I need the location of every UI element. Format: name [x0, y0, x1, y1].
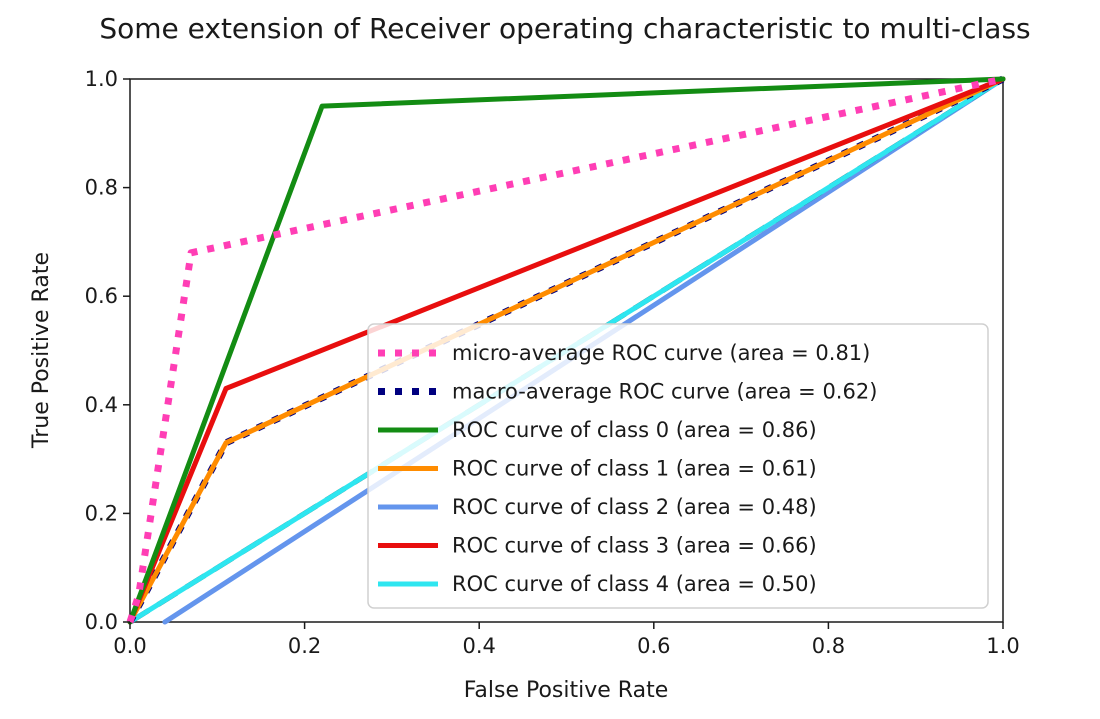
- y-axis-label: True Positive Rate: [29, 252, 54, 449]
- legend-label: micro-average ROC curve (area = 0.81): [452, 341, 870, 365]
- y-tick-label: 0.4: [85, 393, 118, 417]
- legend-label: macro-average ROC curve (area = 0.62): [452, 380, 877, 404]
- y-axis-ticks: 0.0 0.2 0.4 0.6 0.8 1.0: [85, 67, 130, 634]
- x-axis-label: False Positive Rate: [464, 678, 668, 703]
- y-tick-label: 0.2: [85, 501, 118, 525]
- legend-label: ROC curve of class 1 (area = 0.61): [452, 457, 817, 481]
- series-class-0: [127, 76, 1006, 625]
- y-tick-label: 0.0: [85, 610, 118, 634]
- legend-label: ROC curve of class 4 (area = 0.50): [452, 572, 817, 596]
- x-tick-label: 0.2: [288, 634, 321, 658]
- x-tick-label: 0.0: [113, 634, 146, 658]
- x-tick-label: 0.6: [637, 634, 670, 658]
- legend: micro-average ROC curve (area = 0.81) mac…: [367, 323, 989, 609]
- legend-label: ROC curve of class 2 (area = 0.48): [452, 495, 817, 519]
- legend-items: micro-average ROC curve (area = 0.81) mac…: [378, 341, 877, 596]
- x-tick-label: 0.4: [462, 634, 495, 658]
- series-class-1: [127, 76, 1006, 625]
- legend-label: ROC curve of class 3 (area = 0.66): [452, 534, 817, 558]
- y-tick-label: 1.0: [85, 67, 118, 91]
- x-axis-ticks: 0.0 0.2 0.4 0.6 0.8 1.0: [113, 622, 1020, 658]
- x-tick-label: 1.0: [986, 634, 1019, 658]
- legend-box: [367, 323, 989, 609]
- y-tick-label: 0.6: [85, 284, 118, 308]
- chart-title: Some extension of Receiver operating cha…: [99, 12, 1030, 45]
- y-tick-label: 0.8: [85, 176, 118, 200]
- series-class-3: [127, 76, 1006, 625]
- x-tick-label: 0.8: [812, 634, 845, 658]
- legend-label: ROC curve of class 0 (area = 0.86): [452, 418, 817, 442]
